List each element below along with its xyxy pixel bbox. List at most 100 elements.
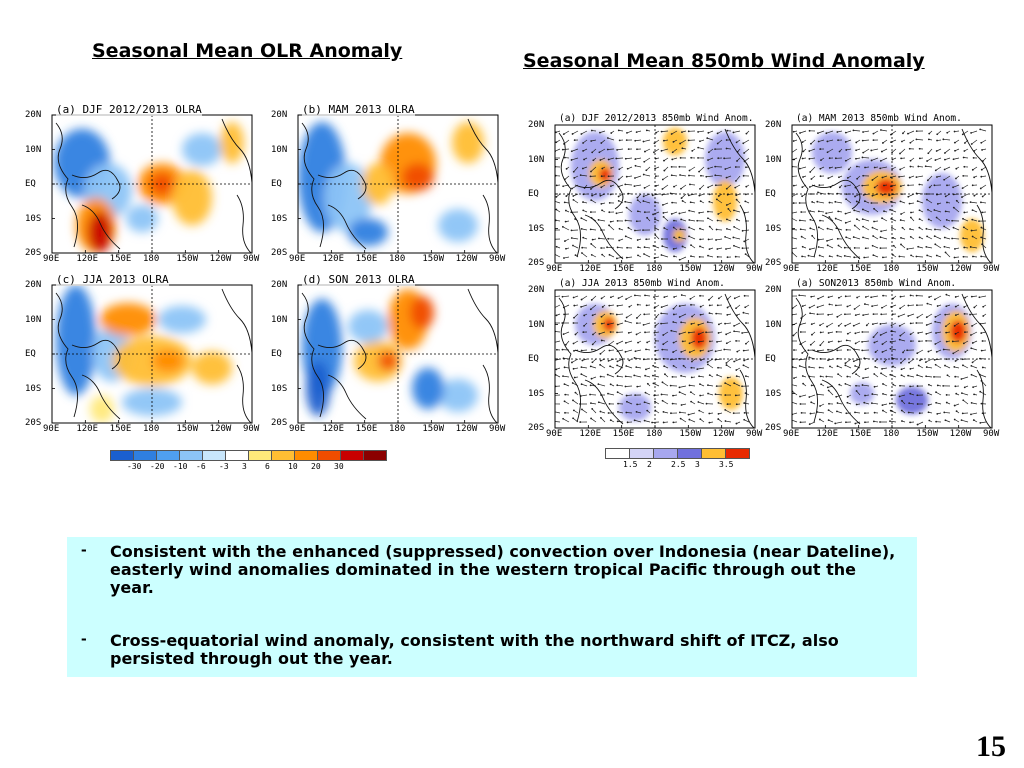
colorbar-label: -20 (150, 462, 165, 471)
lon-label: 90W (983, 429, 1000, 439)
colorbar-swatch (725, 448, 750, 459)
lon-label: 120W (455, 424, 478, 434)
map-plot-svg (297, 284, 499, 424)
lat-label: EQ (271, 179, 282, 189)
lon-label: 90W (983, 264, 1000, 274)
lat-label: 10N (271, 144, 288, 155)
map-plot-svg (554, 124, 756, 264)
lon-label: 90E (783, 429, 800, 439)
lon-label: 150W (679, 429, 702, 439)
lon-label: 150E (612, 429, 635, 439)
lon-label: 180 (143, 424, 160, 434)
bullet-text-2: Cross-equatorial wind anomaly, consisten… (110, 631, 839, 668)
lat-label: 20N (528, 120, 545, 130)
bullet-dash-1: - (81, 540, 87, 559)
colorbar-swatch (629, 448, 653, 459)
lon-label: 120E (816, 429, 839, 439)
map-plot-svg (791, 289, 993, 429)
lon-label: 150W (176, 254, 199, 264)
lon-label: 90E (289, 424, 306, 434)
colorbar-swatch (363, 450, 387, 461)
colorbar-swatch (653, 448, 677, 459)
colorbar-swatch (317, 450, 340, 461)
lat-label: 10S (271, 213, 288, 224)
lon-label: 90W (243, 424, 260, 434)
lon-label: 180 (883, 264, 900, 274)
olr-map-jja: (c) JJA 2013 OLRA 20N 10N EQ 10S 20S 90E 120E 15… (20, 273, 259, 434)
lat-label: 20S (25, 248, 42, 258)
page-number: 15 (976, 730, 1006, 763)
map-plot-svg (554, 289, 756, 429)
colorbar-label: 1.5 (623, 460, 638, 469)
wind-map-mam: (a) MAM 2013 850mb Wind Anom. 20N 10N EQ 10S… (760, 113, 999, 274)
panel-title: (a) SON2013 850mb Wind Anom. (796, 278, 957, 289)
lon-label: 180 (646, 264, 663, 274)
colorbar-label: 10 (288, 462, 298, 471)
map-plot-svg (51, 284, 253, 424)
lat-label: 10N (25, 314, 42, 325)
lon-label: 180 (646, 429, 663, 439)
olr-map-mam: (b) MAM 2013 OLRA 20N 10N EQ 10S 20S 90E 120E 15… (266, 103, 505, 264)
lat-label: EQ (25, 179, 36, 189)
lon-label: 90W (489, 254, 506, 264)
lon-label: 150E (849, 429, 872, 439)
lat-label: EQ (528, 354, 539, 364)
lon-label: 180 (883, 429, 900, 439)
lat-label: EQ (528, 189, 539, 199)
colorbar-label: 3 (242, 462, 247, 471)
lat-label: 20S (25, 418, 42, 428)
lat-label: 20S (528, 423, 545, 433)
lat-label: 20S (765, 423, 782, 433)
lon-label: 90E (546, 429, 563, 439)
colorbar-swatch (110, 450, 133, 461)
bullet-text-1: Consistent with the enhanced (suppressed… (110, 542, 896, 597)
colorbar-swatch (605, 448, 629, 459)
lat-label: 20S (528, 258, 545, 268)
colorbar-label: -3 (219, 462, 229, 471)
colorbar-swatch (701, 448, 725, 459)
wind-map-son: (a) SON2013 850mb Wind Anom. 20N 10N EQ 10S 2… (760, 278, 999, 439)
map-plot-svg (791, 124, 993, 264)
map-plot-svg (297, 114, 499, 254)
panel-title: (c) JJA 2013 OLRA (56, 273, 169, 286)
wind-map-djf: (a) DJF 2012/2013 850mb Wind Anom. 20N 10N… (523, 113, 762, 274)
lat-label: 10N (271, 314, 288, 325)
lon-label: 90E (546, 264, 563, 274)
colorbar-label: -6 (196, 462, 206, 471)
lon-label: 90W (243, 254, 260, 264)
lat-label: 10S (271, 383, 288, 394)
lon-label: 150W (916, 264, 939, 274)
lon-label: 150W (916, 429, 939, 439)
panel-title: (a) JJA 2013 850mb Wind Anom. (559, 278, 725, 289)
lat-label: 10S (25, 213, 42, 224)
colorbar-swatch (225, 450, 248, 461)
lat-label: 10N (765, 319, 782, 330)
colorbar-swatch (677, 448, 701, 459)
lon-label: 150E (355, 424, 378, 434)
panel-title: (b) MAM 2013 OLRA (302, 103, 415, 116)
lat-label: EQ (271, 349, 282, 359)
lon-label: 90E (289, 254, 306, 264)
bullet-dash-2: - (81, 629, 87, 648)
olr-map-son: (d) SON 2013 OLRA 20N 10N EQ 10S 20S 90E 120E 15… (266, 273, 505, 434)
colorbar-swatch (179, 450, 202, 461)
lon-label: 120E (76, 424, 99, 434)
colorbar-swatch (248, 450, 271, 461)
colorbar-label: 30 (334, 462, 344, 471)
lat-label: 20N (528, 285, 545, 295)
lat-label: EQ (765, 189, 776, 199)
colorbar-label: 20 (311, 462, 321, 471)
colorbar-swatch (294, 450, 317, 461)
colorbar-swatch (271, 450, 294, 461)
lon-label: 120E (322, 254, 345, 264)
lon-label: 150E (355, 254, 378, 264)
lon-label: 150E (109, 424, 132, 434)
wind-map-jja: (a) JJA 2013 850mb Wind Anom. 20N 10N EQ 10S… (523, 278, 762, 439)
colorbar-label: 2.5 (671, 460, 686, 469)
lon-label: 180 (389, 254, 406, 264)
lat-label: 10N (528, 154, 545, 165)
lat-label: 10N (765, 154, 782, 165)
lon-label: 120W (209, 424, 232, 434)
lat-label: 20N (765, 285, 782, 295)
lon-label: 90E (43, 424, 60, 434)
